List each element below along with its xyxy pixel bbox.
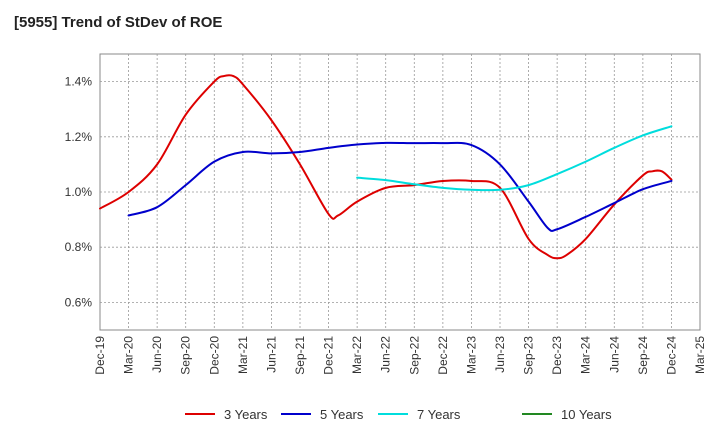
y-tick-label: 1.2% <box>65 130 93 144</box>
legend-label: 7 Years <box>417 407 461 422</box>
x-tick-label: Mar-21 <box>236 336 250 374</box>
y-tick-label: 1.0% <box>65 185 93 199</box>
y-tick-label: 0.6% <box>65 295 93 309</box>
x-tick-label: Jun-21 <box>264 336 278 373</box>
series-lines <box>99 74 673 260</box>
chart-title: [5955] Trend of StDev of ROE <box>14 14 223 31</box>
x-tick-label: Sep-23 <box>522 336 536 375</box>
x-tick-label: Mar-22 <box>350 336 364 374</box>
x-tick-label: Dec-20 <box>207 336 221 375</box>
x-tick-label: Sep-20 <box>179 336 193 375</box>
x-tick-label: Mar-23 <box>464 336 478 374</box>
x-tick-label: Dec-23 <box>550 336 564 375</box>
x-axis-ticks: Dec-19 Mar-20 Jun-20 Sep-20 Dec-20 Mar-21 Jun-… <box>93 336 707 375</box>
x-tick-label: Mar-24 <box>579 336 593 374</box>
y-tick-label: 1.4% <box>65 75 93 89</box>
x-tick-label: Dec-19 <box>93 336 107 375</box>
x-tick-label: Jun-22 <box>379 336 393 373</box>
x-tick-label: Sep-24 <box>636 336 650 375</box>
legend-label: 3 Years <box>224 407 268 422</box>
x-tick-label: Mar-25 <box>693 336 707 374</box>
legend-label: 10 Years <box>561 407 612 422</box>
legend-label: 5 Years <box>320 407 364 422</box>
y-tick-label: 0.8% <box>65 240 93 254</box>
x-tick-label: Mar-20 <box>122 336 136 374</box>
series-line-3-years <box>99 74 673 260</box>
legend: 3 Years 5 Years 7 Years 10 Years <box>185 407 612 422</box>
x-tick-label: Jun-24 <box>607 336 621 373</box>
x-tick-label: Jun-20 <box>150 336 164 373</box>
y-axis-ticks: 0.6% 0.8% 1.0% 1.2% 1.4% <box>65 75 93 310</box>
x-tick-label: Dec-22 <box>436 336 450 375</box>
x-tick-label: Sep-22 <box>407 336 421 375</box>
series-line-5-years <box>127 141 673 232</box>
x-tick-label: Dec-21 <box>322 336 336 375</box>
grid-lines <box>100 54 700 330</box>
series-line-7-years <box>356 125 673 192</box>
x-tick-label: Sep-21 <box>293 336 307 375</box>
x-tick-label: Jun-23 <box>493 336 507 373</box>
x-tick-label: Dec-24 <box>664 336 678 375</box>
